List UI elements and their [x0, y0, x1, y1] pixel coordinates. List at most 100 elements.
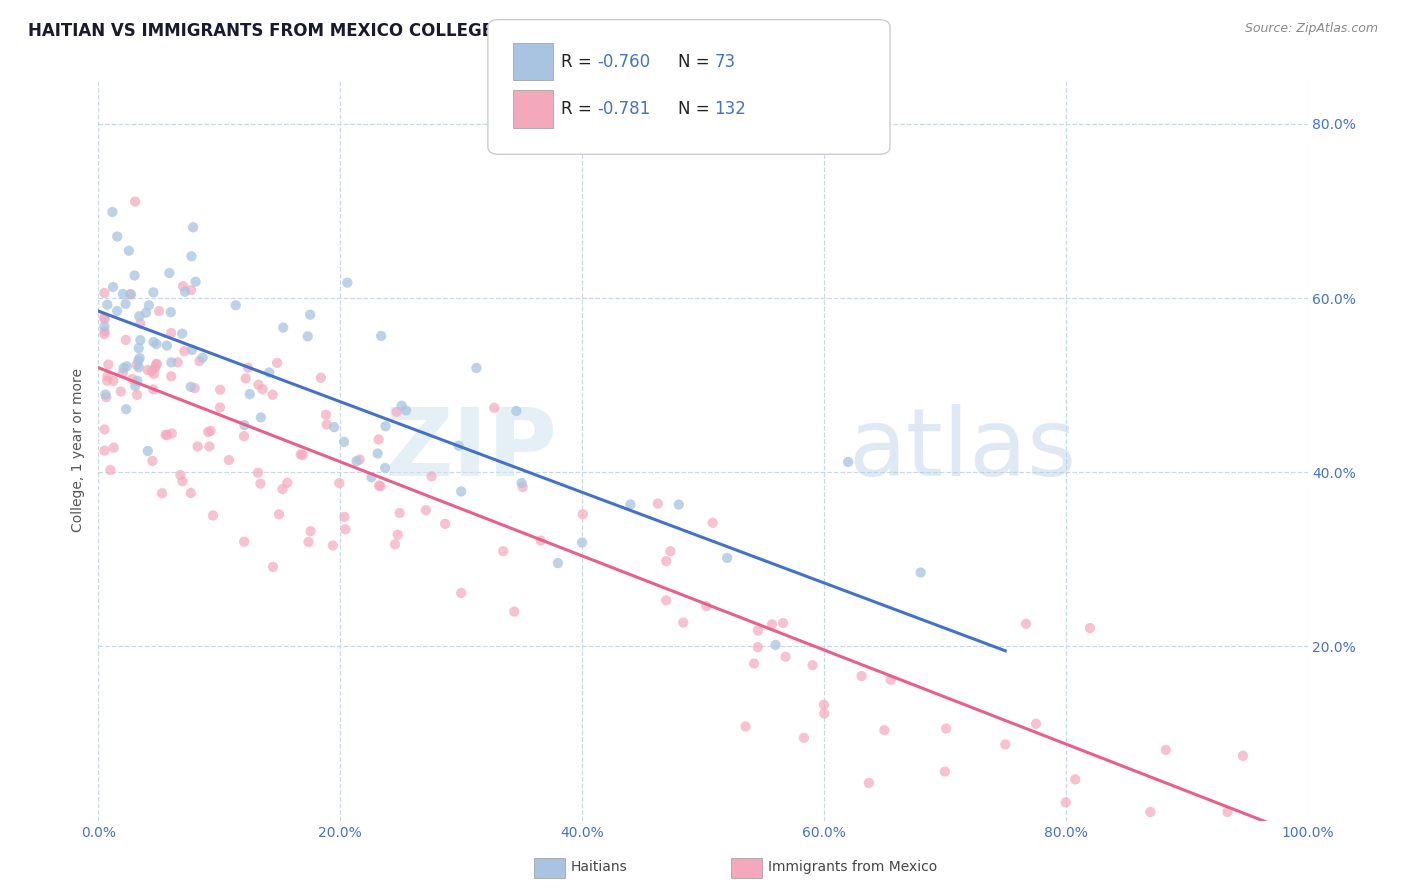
Point	[250, 410, 273, 425]
Point	[434, 516, 457, 531]
Point	[235, 371, 257, 385]
Point	[181, 220, 204, 235]
Point	[297, 329, 319, 343]
Point	[742, 657, 765, 671]
Point	[236, 360, 259, 375]
Point	[180, 283, 202, 297]
Point	[111, 366, 134, 380]
Point	[197, 425, 219, 439]
Point	[395, 403, 418, 417]
Point	[322, 539, 344, 553]
Point	[247, 466, 270, 480]
Point	[202, 508, 225, 523]
Point	[910, 566, 932, 580]
Point	[772, 616, 794, 631]
Point	[370, 479, 392, 493]
Point	[96, 374, 118, 388]
Point	[159, 305, 181, 319]
Point	[415, 503, 437, 517]
Point	[124, 268, 146, 283]
Point	[143, 360, 166, 375]
Point	[450, 586, 472, 600]
Point	[180, 249, 202, 263]
Point	[188, 354, 211, 368]
Point	[447, 439, 470, 453]
Point	[336, 276, 359, 290]
Point	[93, 285, 115, 300]
Point	[297, 535, 319, 549]
Point	[328, 476, 350, 491]
Point	[138, 298, 160, 312]
Point	[299, 308, 322, 322]
Point	[873, 723, 896, 738]
Point	[619, 498, 641, 512]
Point	[775, 649, 797, 664]
Point	[136, 363, 159, 377]
Point	[1216, 805, 1239, 819]
Point	[388, 506, 411, 520]
Point	[128, 360, 150, 375]
Point	[747, 640, 769, 654]
Point	[333, 509, 356, 524]
Point	[145, 337, 167, 351]
Point	[257, 366, 280, 380]
Point	[571, 535, 593, 549]
Point	[156, 338, 179, 352]
Point	[1139, 805, 1161, 819]
Point	[142, 367, 165, 381]
Point	[160, 355, 183, 369]
Point	[142, 285, 165, 300]
Point	[1054, 796, 1077, 810]
Point	[166, 355, 188, 369]
Point	[129, 317, 152, 331]
Point	[172, 326, 194, 341]
Point	[101, 280, 124, 294]
Point	[114, 297, 136, 311]
Point	[110, 384, 132, 399]
Point	[232, 429, 254, 443]
Point	[218, 453, 240, 467]
Point	[160, 426, 183, 441]
Point	[1078, 621, 1101, 635]
Point	[934, 764, 956, 779]
Text: R =: R =	[561, 53, 598, 70]
Text: atlas: atlas	[848, 404, 1077, 497]
Point	[299, 524, 322, 539]
Point	[93, 319, 115, 334]
Point	[668, 498, 690, 512]
Text: N =: N =	[678, 100, 714, 118]
Point	[391, 399, 413, 413]
Point	[249, 476, 271, 491]
Point	[125, 358, 148, 372]
Point	[315, 408, 337, 422]
Point	[1232, 748, 1254, 763]
Point	[191, 351, 214, 365]
Point	[335, 522, 357, 536]
Point	[96, 298, 118, 312]
Point	[93, 310, 115, 325]
Point	[252, 382, 274, 396]
Point	[994, 738, 1017, 752]
Point	[187, 440, 209, 454]
Point	[136, 444, 159, 458]
Point	[271, 320, 294, 334]
Point	[93, 326, 115, 341]
Point	[465, 361, 488, 376]
Point	[105, 304, 128, 318]
Point	[239, 387, 262, 401]
Point	[103, 374, 125, 388]
Text: 132: 132	[714, 100, 747, 118]
Point	[271, 482, 294, 496]
Point	[150, 486, 173, 500]
Point	[120, 287, 142, 301]
Point	[225, 298, 247, 312]
Point	[141, 364, 163, 378]
Point	[309, 371, 332, 385]
Point	[127, 374, 149, 388]
Text: N =: N =	[678, 53, 714, 70]
Point	[94, 387, 117, 401]
Point	[174, 285, 197, 299]
Point	[128, 351, 150, 365]
Point	[747, 624, 769, 638]
Point	[368, 478, 391, 492]
